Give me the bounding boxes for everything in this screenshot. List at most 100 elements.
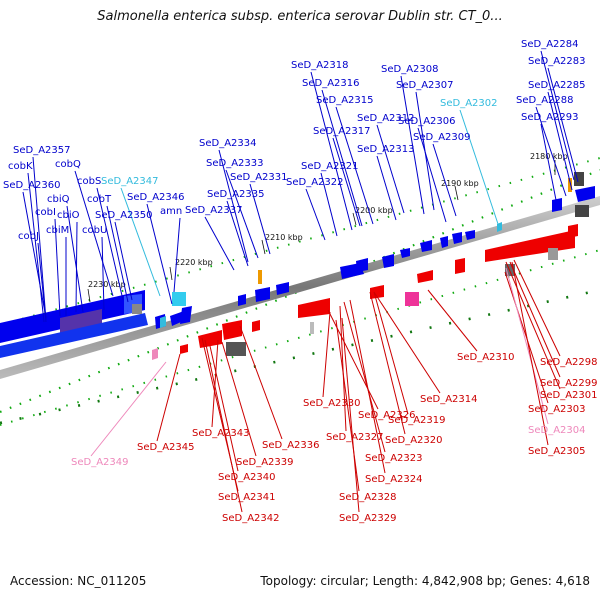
lower-gene-label[interactable]: SeD_A2301 xyxy=(540,390,598,401)
upper-gene-label[interactable]: SeD_A2308 xyxy=(381,64,439,75)
lower-gene-label[interactable]: SeD_A2342 xyxy=(222,513,280,524)
lower-gene-label[interactable]: SeD_A2304 xyxy=(528,425,586,436)
upper-gene-label[interactable]: SeD_A2293 xyxy=(521,112,579,123)
upper-gene-label[interactable]: SeD_A2357 xyxy=(13,145,71,156)
upper-gene-label[interactable]: SeD_A2335 xyxy=(207,189,265,200)
upper-gene-label[interactable]: SeD_A2302 xyxy=(440,98,498,109)
upper-gene-label[interactable]: SeD_A2316 xyxy=(302,78,360,89)
rna-reverse-feature[interactable] xyxy=(152,348,158,360)
upper-leader-line xyxy=(335,106,374,225)
upper-gene-label[interactable]: SeD_A2347 xyxy=(101,176,159,187)
lower-gene-label[interactable]: SeD_A2298 xyxy=(540,357,598,368)
upper-gene-label[interactable]: cbiO xyxy=(57,210,80,221)
upper-gene-label[interactable]: amn xyxy=(160,206,182,217)
lower-gene-label[interactable]: SeD_A2340 xyxy=(218,472,276,483)
map-title: Salmonella enterica subsp. enterica sero… xyxy=(97,9,503,24)
grey-feature-b[interactable] xyxy=(505,264,515,276)
upper-gene-label[interactable]: cobK xyxy=(8,161,33,172)
upper-gene-label[interactable]: SeD_A2312 xyxy=(357,113,415,124)
lower-gene-label[interactable]: SeD_A2327 xyxy=(326,432,384,443)
upper-leader-line xyxy=(96,187,124,301)
lower-gene-label[interactable]: SeD_A2328 xyxy=(339,492,397,503)
upper-gene-label[interactable]: SeD_A2283 xyxy=(528,56,586,67)
lower-gene-label[interactable]: SeD_A2339 xyxy=(236,457,294,468)
upper-leader-line xyxy=(32,156,47,321)
upper-gene-label[interactable]: SeD_A2334 xyxy=(199,138,257,149)
upper-gene-label[interactable]: SeD_A2333 xyxy=(206,158,264,169)
upper-gene-label[interactable]: cbiM xyxy=(46,225,69,236)
upper-gene-label[interactable]: SeD_A2306 xyxy=(398,116,456,127)
tick-label-2180: 2180 kbp xyxy=(530,152,568,161)
upper-gene-label[interactable]: cobU xyxy=(82,225,107,236)
upper-leader-line xyxy=(305,188,326,241)
upper-leader-line xyxy=(22,191,47,319)
upper-gene-label[interactable]: SeD_A2360 xyxy=(3,180,61,191)
pink-feature[interactable] xyxy=(405,292,419,306)
forward-rna-features[interactable] xyxy=(132,172,589,328)
upper-leader-line xyxy=(204,216,235,271)
lower-gene-label[interactable]: SeD_A2336 xyxy=(262,440,320,451)
forward-strand-genes[interactable] xyxy=(0,186,595,358)
lower-leader-line xyxy=(509,261,561,378)
lower-leader-line xyxy=(505,261,561,390)
upper-leader-line xyxy=(120,187,161,297)
upper-gene-label[interactable]: SeD_A2285 xyxy=(528,80,586,91)
lower-gene-label[interactable]: SeD_A2343 xyxy=(192,428,250,439)
upper-leader-line xyxy=(321,89,363,227)
upper-gene-label[interactable]: SeD_A2317 xyxy=(313,126,371,137)
upper-gene-label[interactable]: SeD_A2315 xyxy=(316,95,374,106)
lower-gene-label[interactable]: SeD_A2329 xyxy=(339,513,397,524)
lower-gene-label[interactable]: SeD_A2305 xyxy=(528,446,586,457)
grey-feature-d[interactable] xyxy=(310,322,314,334)
upper-gene-label[interactable]: cobS xyxy=(77,176,101,187)
upper-leader-line xyxy=(540,50,575,181)
upper-gene-label[interactable]: cbiQ xyxy=(47,194,70,205)
grey-feature[interactable] xyxy=(226,342,246,356)
upper-gene-label[interactable]: cobI xyxy=(35,207,56,218)
tick-label-2190: 2190 kbp xyxy=(441,179,479,188)
upper-gene-label[interactable]: SeD_A2318 xyxy=(291,60,349,71)
lower-gene-label[interactable]: SeD_A2326 xyxy=(358,410,416,421)
upper-gene-label[interactable]: SeD_A2321 xyxy=(301,161,359,172)
upper-leader-line xyxy=(101,236,105,311)
tick-marks xyxy=(87,160,556,303)
lower-gene-label[interactable]: SeD_A2319 xyxy=(388,415,446,426)
upper-leader-line xyxy=(218,149,249,263)
upper-gene-label[interactable]: SeD_A2284 xyxy=(521,39,579,50)
upper-leader-line xyxy=(75,221,78,313)
lower-gene-label[interactable]: SeD_A2345 xyxy=(137,442,195,453)
tick-label-2210: 2210 kbp xyxy=(265,233,303,242)
lower-gene-label[interactable]: SeD_A2320 xyxy=(385,435,443,446)
reverse-strand-genes[interactable] xyxy=(180,224,578,354)
upper-gene-label[interactable]: SeD_A2322 xyxy=(286,177,344,188)
upper-gene-label[interactable]: SeD_A2307 xyxy=(396,80,454,91)
lower-gene-label[interactable]: SeD_A2324 xyxy=(365,474,423,485)
lower-leader-line xyxy=(505,267,549,425)
upper-gene-label[interactable]: SeD_A2337 xyxy=(185,205,243,216)
upper-gene-label[interactable]: SeD_A2309 xyxy=(413,132,471,143)
lower-gene-label[interactable]: SeD_A2303 xyxy=(528,404,586,415)
grey-feature-c[interactable] xyxy=(548,248,558,260)
upper-gene-label[interactable]: SeD_A2313 xyxy=(357,144,415,155)
lower-gene-label[interactable]: SeD_A2323 xyxy=(365,453,423,464)
lower-gene-label[interactable]: SeD_A2299 xyxy=(540,378,598,389)
upper-leader-line xyxy=(74,170,114,297)
lower-gene-label[interactable]: SeD_A2349 xyxy=(71,457,129,468)
lower-leader-line xyxy=(90,361,167,457)
upper-gene-label[interactable]: SeD_A2331 xyxy=(230,172,288,183)
upper-gene-label[interactable]: SeD_A2288 xyxy=(516,95,574,106)
upper-gene-label[interactable]: cobT xyxy=(87,194,112,205)
lower-gene-label[interactable]: SeD_A2310 xyxy=(457,352,515,363)
lower-gene-label[interactable]: SeD_A2330 xyxy=(303,398,361,409)
upper-gene-label[interactable]: cobJ xyxy=(18,231,39,242)
lower-leader-line xyxy=(349,299,386,474)
upper-leader-line xyxy=(376,124,405,214)
upper-gene-label[interactable]: SeD_A2346 xyxy=(127,192,185,203)
upper-gene-label[interactable]: cobQ xyxy=(55,159,81,170)
lower-gene-label[interactable]: SeD_A2314 xyxy=(420,394,478,405)
upper-leader-line xyxy=(66,205,84,313)
lower-leader-line xyxy=(513,259,561,357)
lower-gene-label[interactable]: SeD_A2341 xyxy=(218,492,276,503)
upper-gene-label[interactable]: SeD_A2350 xyxy=(95,210,153,221)
